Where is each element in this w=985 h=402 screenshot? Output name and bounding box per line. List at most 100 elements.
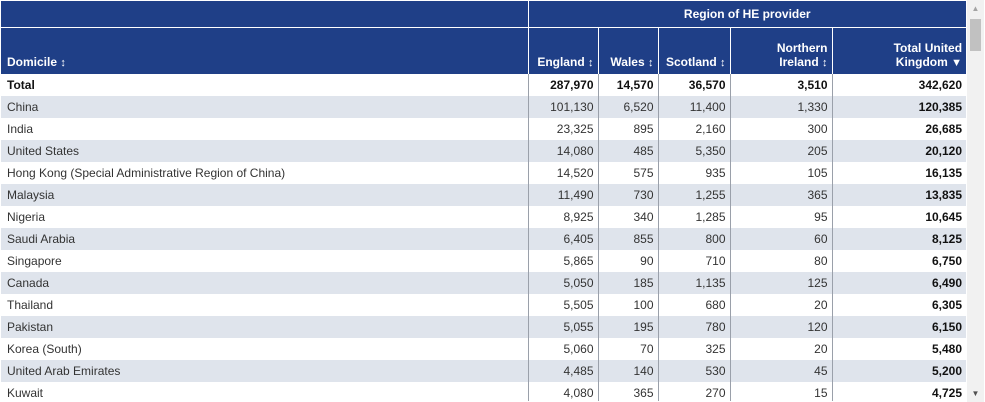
cell-northern-ireland: 205 [729, 140, 832, 162]
cell-total-uk: 20,120 [831, 140, 966, 162]
header-spacer [1, 1, 528, 28]
cell-england: 5,505 [527, 294, 598, 316]
cell-total-uk: 5,480 [831, 338, 966, 360]
cell-northern-ireland: 95 [729, 206, 832, 228]
table-row: Malaysia 11,490 730 1,255 365 13,835 [1, 184, 966, 206]
sort-icon: ↕ [648, 57, 654, 69]
cell-total-uk: 4,725 [831, 382, 966, 401]
cell-scotland: 2,160 [657, 118, 730, 140]
cell-scotland: 36,570 [657, 74, 730, 96]
table-row: Pakistan 5,055 195 780 120 6,150 [1, 316, 966, 338]
cell-wales: 70 [597, 338, 658, 360]
table-header: Region of HE provider Domicile ↕ England… [1, 1, 966, 74]
cell-domicile: United States [1, 140, 528, 162]
cell-total-uk: 6,150 [831, 316, 966, 338]
cell-domicile: Singapore [1, 250, 528, 272]
column-label-england: England [537, 55, 585, 69]
sort-icon: ↕ [720, 57, 726, 69]
cell-total-uk: 120,385 [831, 96, 966, 118]
table-row: Thailand 5,505 100 680 20 6,305 [1, 294, 966, 316]
cell-domicile: Canada [1, 272, 528, 294]
cell-northern-ireland: 20 [729, 294, 832, 316]
cell-northern-ireland: 15 [729, 382, 832, 401]
cell-wales: 365 [597, 382, 658, 401]
cell-scotland: 780 [657, 316, 730, 338]
cell-northern-ireland: 105 [729, 162, 832, 184]
cell-total-uk: 8,125 [831, 228, 966, 250]
cell-northern-ireland: 80 [729, 250, 832, 272]
column-header-wales[interactable]: Wales ↕ [597, 27, 658, 74]
cell-wales: 90 [597, 250, 658, 272]
table-row: Singapore 5,865 90 710 80 6,750 [1, 250, 966, 272]
cell-northern-ireland: 120 [729, 316, 832, 338]
cell-wales: 730 [597, 184, 658, 206]
cell-england: 5,055 [527, 316, 598, 338]
cell-england: 4,485 [527, 360, 598, 382]
column-header-total-uk[interactable]: Total United Kingdom ▼ [831, 27, 966, 74]
column-header-scotland[interactable]: Scotland ↕ [657, 27, 730, 74]
cell-scotland: 1,255 [657, 184, 730, 206]
cell-scotland: 1,285 [657, 206, 730, 228]
cell-england: 5,050 [527, 272, 598, 294]
cell-england: 4,080 [527, 382, 598, 401]
cell-england: 101,130 [527, 96, 598, 118]
cell-scotland: 270 [657, 382, 730, 401]
cell-domicile: Pakistan [1, 316, 528, 338]
scroll-down-arrow-icon[interactable]: ▼ [971, 389, 980, 398]
table-row: Korea (South) 5,060 70 325 20 5,480 [1, 338, 966, 360]
vertical-scrollbar[interactable]: ▲ ▼ [967, 0, 984, 402]
cell-domicile: Total [1, 74, 528, 96]
cell-total-uk: 10,645 [831, 206, 966, 228]
cell-scotland: 5,350 [657, 140, 730, 162]
cell-domicile: Hong Kong (Special Administrative Region… [1, 162, 528, 184]
table-row: United States 14,080 485 5,350 205 20,120 [1, 140, 966, 162]
sort-icon: ↕ [822, 57, 828, 69]
cell-scotland: 530 [657, 360, 730, 382]
cell-total-uk: 6,750 [831, 250, 966, 272]
cell-domicile: United Arab Emirates [1, 360, 528, 382]
data-table-container: Region of HE provider Domicile ↕ England… [1, 1, 966, 401]
cell-england: 6,405 [527, 228, 598, 250]
cell-northern-ireland: 45 [729, 360, 832, 382]
cell-total-uk: 5,200 [831, 360, 966, 382]
cell-wales: 340 [597, 206, 658, 228]
total-row: Total 287,970 14,570 36,570 3,510 342,620 [1, 74, 966, 96]
column-label-total-line2: Kingdom [895, 55, 948, 69]
cell-scotland: 800 [657, 228, 730, 250]
cell-total-uk: 6,490 [831, 272, 966, 294]
cell-domicile: Kuwait [1, 382, 528, 401]
cell-wales: 575 [597, 162, 658, 184]
cell-wales: 195 [597, 316, 658, 338]
cell-scotland: 325 [657, 338, 730, 360]
cell-england: 14,520 [527, 162, 598, 184]
cell-northern-ireland: 3,510 [729, 74, 832, 96]
table-row: Kuwait 4,080 365 270 15 4,725 [1, 382, 966, 401]
cell-total-uk: 13,835 [831, 184, 966, 206]
cell-domicile: Nigeria [1, 206, 528, 228]
cell-england: 11,490 [527, 184, 598, 206]
column-label-ni-line1: Northern [776, 41, 828, 55]
cell-domicile: India [1, 118, 528, 140]
cell-england: 14,080 [527, 140, 598, 162]
cell-wales: 140 [597, 360, 658, 382]
scroll-up-arrow-icon[interactable]: ▲ [971, 4, 980, 13]
cell-england: 8,925 [527, 206, 598, 228]
sort-icon: ↕ [60, 57, 66, 69]
cell-wales: 185 [597, 272, 658, 294]
column-label-ni-line2: Ireland [779, 55, 819, 69]
cell-total-uk: 342,620 [831, 74, 966, 96]
column-header-england[interactable]: England ↕ [527, 27, 598, 74]
cell-england: 5,865 [527, 250, 598, 272]
scroll-thumb[interactable] [970, 19, 981, 51]
cell-wales: 485 [597, 140, 658, 162]
table-row: India 23,325 895 2,160 300 26,685 [1, 118, 966, 140]
column-label-total-line1: Total United [893, 41, 963, 55]
domicile-region-table: Region of HE provider Domicile ↕ England… [1, 1, 966, 401]
column-header-northern-ireland[interactable]: Northern Ireland ↕ [729, 27, 832, 74]
cell-northern-ireland: 125 [729, 272, 832, 294]
cell-total-uk: 26,685 [831, 118, 966, 140]
cell-wales: 855 [597, 228, 658, 250]
cell-scotland: 1,135 [657, 272, 730, 294]
column-label-domicile: Domicile [7, 55, 58, 69]
column-header-domicile[interactable]: Domicile ↕ [1, 27, 528, 74]
